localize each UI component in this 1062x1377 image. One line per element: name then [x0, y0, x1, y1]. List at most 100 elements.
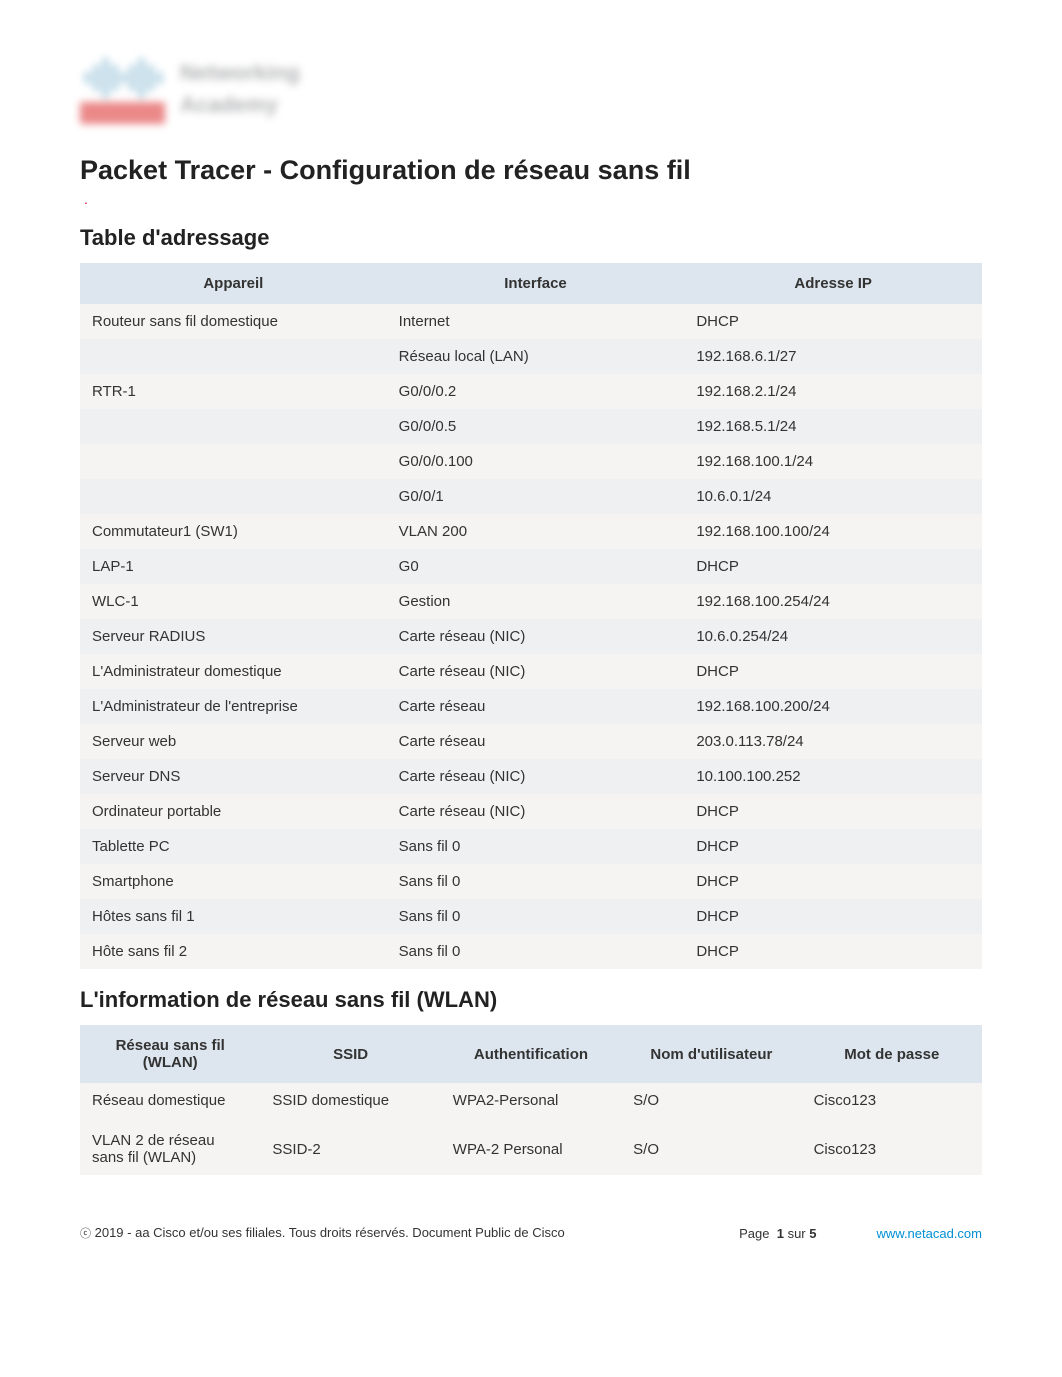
table-cell [80, 339, 387, 374]
table-cell: RTR-1 [80, 374, 387, 409]
table-row: Tablette PCSans fil 0DHCP [80, 829, 982, 864]
table-cell: 192.168.100.1/24 [684, 444, 982, 479]
addressing-header-row: Appareil Interface Adresse IP [80, 263, 982, 304]
table-cell: DHCP [684, 654, 982, 689]
table-cell: Serveur RADIUS [80, 619, 387, 654]
table-cell: 192.168.100.200/24 [684, 689, 982, 724]
addr-header-interface: Interface [387, 263, 685, 304]
table-row: RTR-1G0/0/0.2192.168.2.1/24 [80, 374, 982, 409]
wlan-header-user: Nom d'utilisateur [621, 1025, 801, 1083]
page-sep: sur [788, 1226, 806, 1241]
table-cell: Carte réseau (NIC) [387, 654, 685, 689]
table-cell: Internet [387, 304, 685, 339]
table-cell: L'Administrateur domestique [80, 654, 387, 689]
logo-blurred: Networking Academy [80, 50, 982, 130]
table-cell: Routeur sans fil domestique [80, 304, 387, 339]
table-cell: G0/0/0.100 [387, 444, 685, 479]
table-row: Routeur sans fil domestiqueInternetDHCP [80, 304, 982, 339]
table-cell: Serveur DNS [80, 759, 387, 794]
table-cell: Carte réseau (NIC) [387, 759, 685, 794]
addr-header-ip: Adresse IP [684, 263, 982, 304]
table-row: Commutateur1 (SW1)VLAN 200192.168.100.10… [80, 514, 982, 549]
table-cell: Tablette PC [80, 829, 387, 864]
table-cell: L'Administrateur de l'entreprise [80, 689, 387, 724]
table-cell: Carte réseau (NIC) [387, 794, 685, 829]
svg-text:Networking: Networking [180, 60, 300, 85]
table-cell: 192.168.5.1/24 [684, 409, 982, 444]
table-cell: DHCP [684, 829, 982, 864]
table-row: SmartphoneSans fil 0DHCP [80, 864, 982, 899]
wlan-section-title: L'information de réseau sans fil (WLAN) [80, 987, 982, 1013]
table-cell: WPA2-Personal [441, 1083, 621, 1118]
table-cell: 203.0.113.78/24 [684, 724, 982, 759]
table-cell: Cisco123 [802, 1118, 982, 1175]
table-cell: DHCP [684, 549, 982, 584]
table-cell: DHCP [684, 934, 982, 969]
table-row: G0/0/0.5192.168.5.1/24 [80, 409, 982, 444]
table-cell: SSID domestique [260, 1083, 440, 1118]
table-cell: 10.100.100.252 [684, 759, 982, 794]
table-row: G0/0/0.100192.168.100.1/24 [80, 444, 982, 479]
table-cell: Sans fil 0 [387, 934, 685, 969]
table-cell: 192.168.100.254/24 [684, 584, 982, 619]
table-cell: G0/0/0.5 [387, 409, 685, 444]
table-cell: Sans fil 0 [387, 899, 685, 934]
table-row: VLAN 2 de réseau sans fil (WLAN)SSID-2WP… [80, 1118, 982, 1175]
table-row: L'Administrateur domestiqueCarte réseau … [80, 654, 982, 689]
table-cell: Sans fil 0 [387, 864, 685, 899]
footer-copyright: ⓒ 2019 - aa Cisco et/ou ses filiales. To… [80, 1225, 679, 1241]
table-cell: WLC-1 [80, 584, 387, 619]
copyright-text: 2019 - aa Cisco et/ou ses filiales. Tous… [91, 1225, 565, 1240]
svg-text:Academy: Academy [180, 92, 279, 117]
table-cell: 10.6.0.254/24 [684, 619, 982, 654]
wlan-header-row: Réseau sans fil (WLAN) SSID Authentifica… [80, 1025, 982, 1083]
table-row: Réseau domestiqueSSID domestiqueWPA2-Per… [80, 1083, 982, 1118]
table-cell: G0/0/0.2 [387, 374, 685, 409]
table-cell: Sans fil 0 [387, 829, 685, 864]
table-cell: Smartphone [80, 864, 387, 899]
table-cell: S/O [621, 1118, 801, 1175]
table-row: Hôtes sans fil 1Sans fil 0DHCP [80, 899, 982, 934]
table-cell: Carte réseau [387, 689, 685, 724]
wlan-header-ssid: SSID [260, 1025, 440, 1083]
table-cell: S/O [621, 1083, 801, 1118]
page-total: 5 [809, 1226, 816, 1241]
table-cell: G0/0/1 [387, 479, 685, 514]
table-cell: Réseau domestique [80, 1083, 260, 1118]
wlan-header-pass: Mot de passe [802, 1025, 982, 1083]
table-cell [80, 409, 387, 444]
table-cell [80, 444, 387, 479]
table-row: Serveur DNSCarte réseau (NIC)10.100.100.… [80, 759, 982, 794]
table-cell: Hôtes sans fil 1 [80, 899, 387, 934]
wlan-header-auth: Authentification [441, 1025, 621, 1083]
table-row: Réseau local (LAN)192.168.6.1/27 [80, 339, 982, 374]
table-row: G0/0/110.6.0.1/24 [80, 479, 982, 514]
table-cell: 192.168.100.100/24 [684, 514, 982, 549]
footer-link[interactable]: www.netacad.com [877, 1226, 983, 1241]
copyright-symbol: ⓒ [80, 1228, 91, 1240]
table-cell: Ordinateur portable [80, 794, 387, 829]
document-title: Packet Tracer - Configuration de réseau … [80, 155, 982, 186]
document-page: Networking Academy Packet Tracer - Confi… [0, 0, 1062, 1281]
table-cell: Hôte sans fil 2 [80, 934, 387, 969]
wlan-table: Réseau sans fil (WLAN) SSID Authentifica… [80, 1025, 982, 1175]
table-cell: LAP-1 [80, 549, 387, 584]
table-cell: G0 [387, 549, 685, 584]
table-cell: Carte réseau (NIC) [387, 619, 685, 654]
table-row: Ordinateur portableCarte réseau (NIC)DHC… [80, 794, 982, 829]
accent-dot: . [84, 191, 982, 207]
page-current: 1 [777, 1226, 784, 1241]
table-cell: DHCP [684, 794, 982, 829]
table-cell: 192.168.2.1/24 [684, 374, 982, 409]
table-cell: 192.168.6.1/27 [684, 339, 982, 374]
table-row: Hôte sans fil 2Sans fil 0DHCP [80, 934, 982, 969]
table-cell: SSID-2 [260, 1118, 440, 1175]
table-cell: DHCP [684, 899, 982, 934]
table-cell: VLAN 200 [387, 514, 685, 549]
addressing-section-title: Table d'adressage [80, 225, 982, 251]
table-row: Serveur RADIUSCarte réseau (NIC)10.6.0.2… [80, 619, 982, 654]
table-cell: Réseau local (LAN) [387, 339, 685, 374]
table-cell: VLAN 2 de réseau sans fil (WLAN) [80, 1118, 260, 1175]
table-cell: Carte réseau [387, 724, 685, 759]
addr-header-device: Appareil [80, 263, 387, 304]
